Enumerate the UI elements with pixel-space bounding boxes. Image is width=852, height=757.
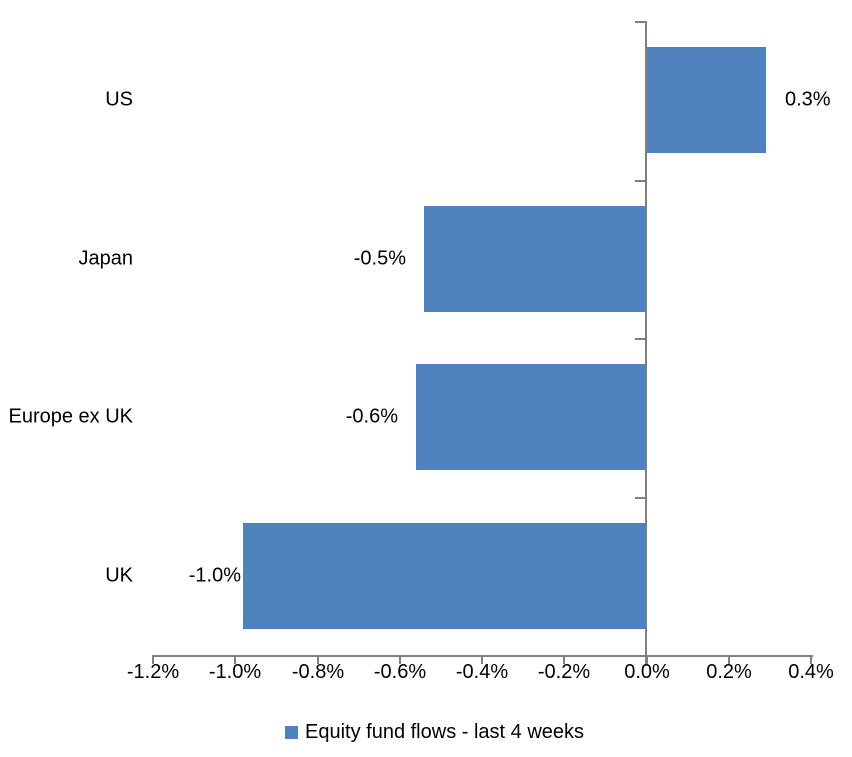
x-axis-tick: [317, 655, 319, 664]
x-axis-tick: [399, 655, 401, 664]
x-axis-tick: [481, 655, 483, 664]
value-label-japan: -0.5%: [353, 247, 406, 270]
category-axis-tick: [635, 180, 646, 182]
x-tick-label: 0.4%: [788, 661, 834, 683]
x-axis-tick: [563, 655, 565, 664]
x-tick-label: -1.0%: [208, 661, 262, 683]
x-tick-label: -0.2%: [537, 661, 591, 683]
legend-label: Equity fund flows - last 4 weeks: [305, 721, 585, 743]
category-label-japan: Japan: [78, 247, 134, 270]
legend-marker-icon: [285, 726, 298, 739]
value-label-us: 0.3%: [785, 88, 831, 111]
x-tick-label: -1.2%: [126, 661, 180, 683]
bar-uk: [243, 523, 646, 629]
x-axis-tick: [728, 655, 730, 664]
category-axis-tick: [635, 21, 646, 23]
x-tick-label: -0.4%: [455, 661, 509, 683]
bar-us: [647, 47, 766, 153]
value-axis-line: [153, 655, 813, 657]
value-label-uk: -1.0%: [188, 564, 241, 587]
x-axis-tick: [152, 655, 154, 664]
bar-japan: [424, 206, 646, 312]
category-axis-line: [645, 21, 647, 664]
category-label-uk: UK: [105, 564, 133, 587]
category-label-us: US: [105, 88, 133, 111]
category-axis-tick: [635, 497, 646, 499]
x-axis-tick: [810, 655, 812, 664]
x-tick-label: -0.6%: [373, 661, 427, 683]
category-label-europe-ex-uk: Europe ex UK: [8, 405, 133, 428]
bar-europe-ex-uk: [416, 364, 646, 470]
x-tick-label: 0.2%: [706, 661, 752, 683]
x-axis-tick: [234, 655, 236, 664]
value-label-europe-ex-uk: -0.6%: [345, 405, 398, 428]
x-tick-label: 0.0%: [624, 661, 670, 683]
legend: Equity fund flows - last 4 weeks: [285, 721, 584, 744]
x-axis-tick: [646, 655, 648, 664]
category-axis-tick: [635, 338, 646, 340]
x-tick-label: -0.8%: [291, 661, 345, 683]
